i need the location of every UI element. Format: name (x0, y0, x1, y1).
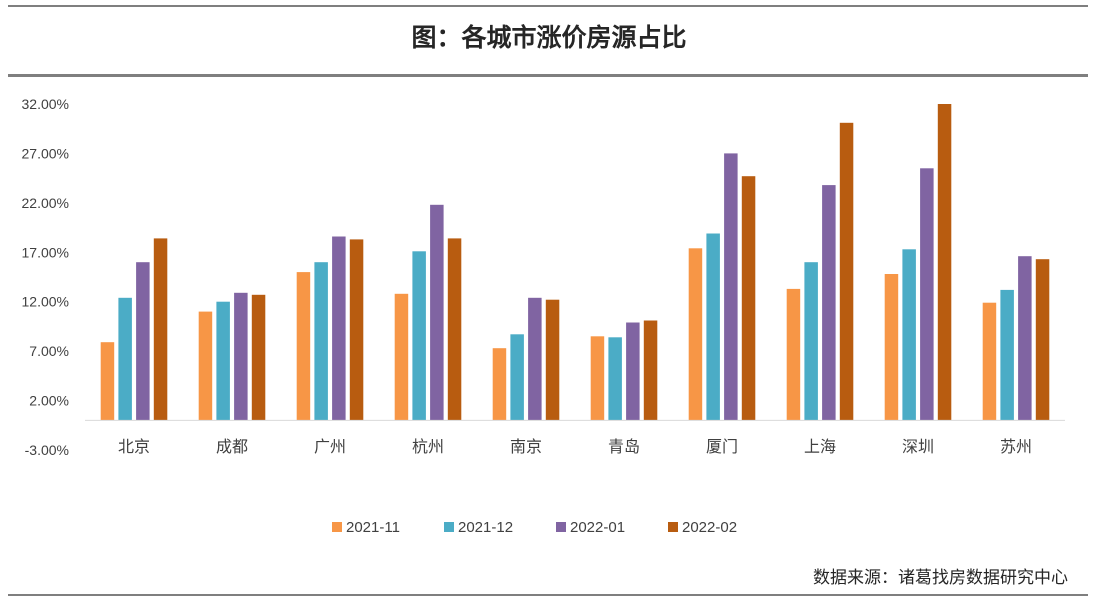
bar-成都-2021-11 (198, 311, 213, 421)
x-tick-label: 北京 (118, 437, 150, 456)
bar-广州-2021-12 (314, 262, 328, 421)
bar-深圳-2022-02 (937, 104, 952, 421)
bar-苏州-2021-12 (1000, 289, 1014, 421)
bar-杭州-2022-01 (430, 204, 444, 421)
bar-上海-2022-02 (839, 122, 854, 421)
bar-广州-2021-11 (296, 272, 311, 421)
bar-厦门-2022-02 (741, 176, 756, 421)
bar-北京-2022-02 (153, 238, 168, 421)
bar-深圳-2021-12 (902, 249, 916, 421)
x-axis-ticks: 北京 成都 广州 杭州 南京 青岛 厦门 上海 深圳 苏州 (118, 437, 1032, 456)
y-tick-label: 2.00% (29, 393, 69, 409)
legend-swatch (332, 522, 342, 532)
x-tick-label: 青岛 (608, 437, 640, 456)
title-underline (8, 74, 1088, 77)
bar-北京-2021-12 (118, 297, 132, 421)
bar-青岛-2022-02 (643, 320, 658, 421)
x-tick-label: 厦门 (706, 437, 738, 456)
bar-青岛-2021-12 (608, 337, 622, 421)
bar-成都-2022-01 (234, 292, 248, 421)
bar-上海-2021-12 (804, 262, 818, 421)
legend-swatch (444, 522, 454, 532)
bar-南京-2022-02 (545, 299, 560, 421)
bar-北京-2021-11 (100, 342, 115, 421)
bar-深圳-2021-11 (884, 274, 899, 421)
legend: 2021-11 2021-12 2022-01 2022-02 (332, 519, 737, 536)
bar-厦门-2021-12 (706, 233, 720, 421)
bottom-rule (8, 594, 1088, 596)
y-tick-label: 7.00% (29, 343, 69, 359)
x-tick-label: 上海 (804, 437, 836, 456)
bar-广州-2022-02 (349, 239, 364, 421)
y-tick-label: 32.00% (22, 96, 69, 112)
data-source: 数据来源：诸葛找房数据研究中心 (813, 568, 1068, 588)
x-tick-label: 杭州 (412, 437, 444, 456)
bar-杭州-2021-11 (394, 293, 409, 421)
bar-杭州-2022-02 (447, 238, 462, 421)
bar-深圳-2022-01 (920, 168, 934, 421)
bar-上海-2022-01 (822, 185, 836, 421)
y-tick-label: 22.00% (22, 195, 69, 211)
y-tick-label: 12.00% (22, 294, 69, 310)
bar-上海-2021-11 (786, 288, 801, 421)
bar-南京-2021-11 (492, 348, 507, 421)
x-tick-label: 深圳 (902, 437, 934, 456)
legend-swatch (556, 522, 566, 532)
legend-label: 2021-11 (346, 519, 400, 536)
x-tick-label: 南京 (510, 437, 542, 456)
bar-成都-2021-12 (216, 301, 230, 421)
bar-成都-2022-02 (251, 294, 266, 421)
bar-厦门-2021-11 (688, 248, 703, 421)
bars (100, 104, 1050, 421)
bar-南京-2022-01 (528, 297, 542, 421)
legend-label: 2021-12 (458, 519, 513, 536)
y-tick-label: 17.00% (22, 244, 69, 260)
top-rule (8, 5, 1088, 7)
x-tick-label: 广州 (314, 437, 346, 456)
legend-swatch (668, 522, 678, 532)
y-tick-label: 27.00% (22, 145, 69, 161)
y-axis-ticks: 32.00% 27.00% 22.00% 17.00% 12.00% 7.00% 2.00%… (22, 96, 69, 458)
x-tick-label: 成都 (216, 437, 248, 456)
bar-厦门-2022-01 (724, 153, 738, 421)
bar-杭州-2021-12 (412, 251, 426, 421)
bar-青岛-2022-01 (626, 322, 640, 421)
bar-青岛-2021-11 (590, 336, 605, 421)
bar-北京-2022-01 (136, 262, 150, 421)
x-tick-label: 苏州 (1000, 437, 1032, 456)
chart-title: 图：各城市涨价房源占比 (411, 23, 687, 52)
bar-苏州-2022-01 (1018, 256, 1032, 421)
bar-南京-2021-12 (510, 334, 524, 421)
bar-广州-2022-01 (332, 236, 346, 421)
legend-label: 2022-02 (682, 519, 737, 536)
y-tick-label: -3.00% (25, 442, 69, 458)
bar-苏州-2021-11 (982, 302, 997, 421)
legend-label: 2022-01 (570, 519, 625, 536)
bar-苏州-2022-02 (1035, 259, 1050, 421)
